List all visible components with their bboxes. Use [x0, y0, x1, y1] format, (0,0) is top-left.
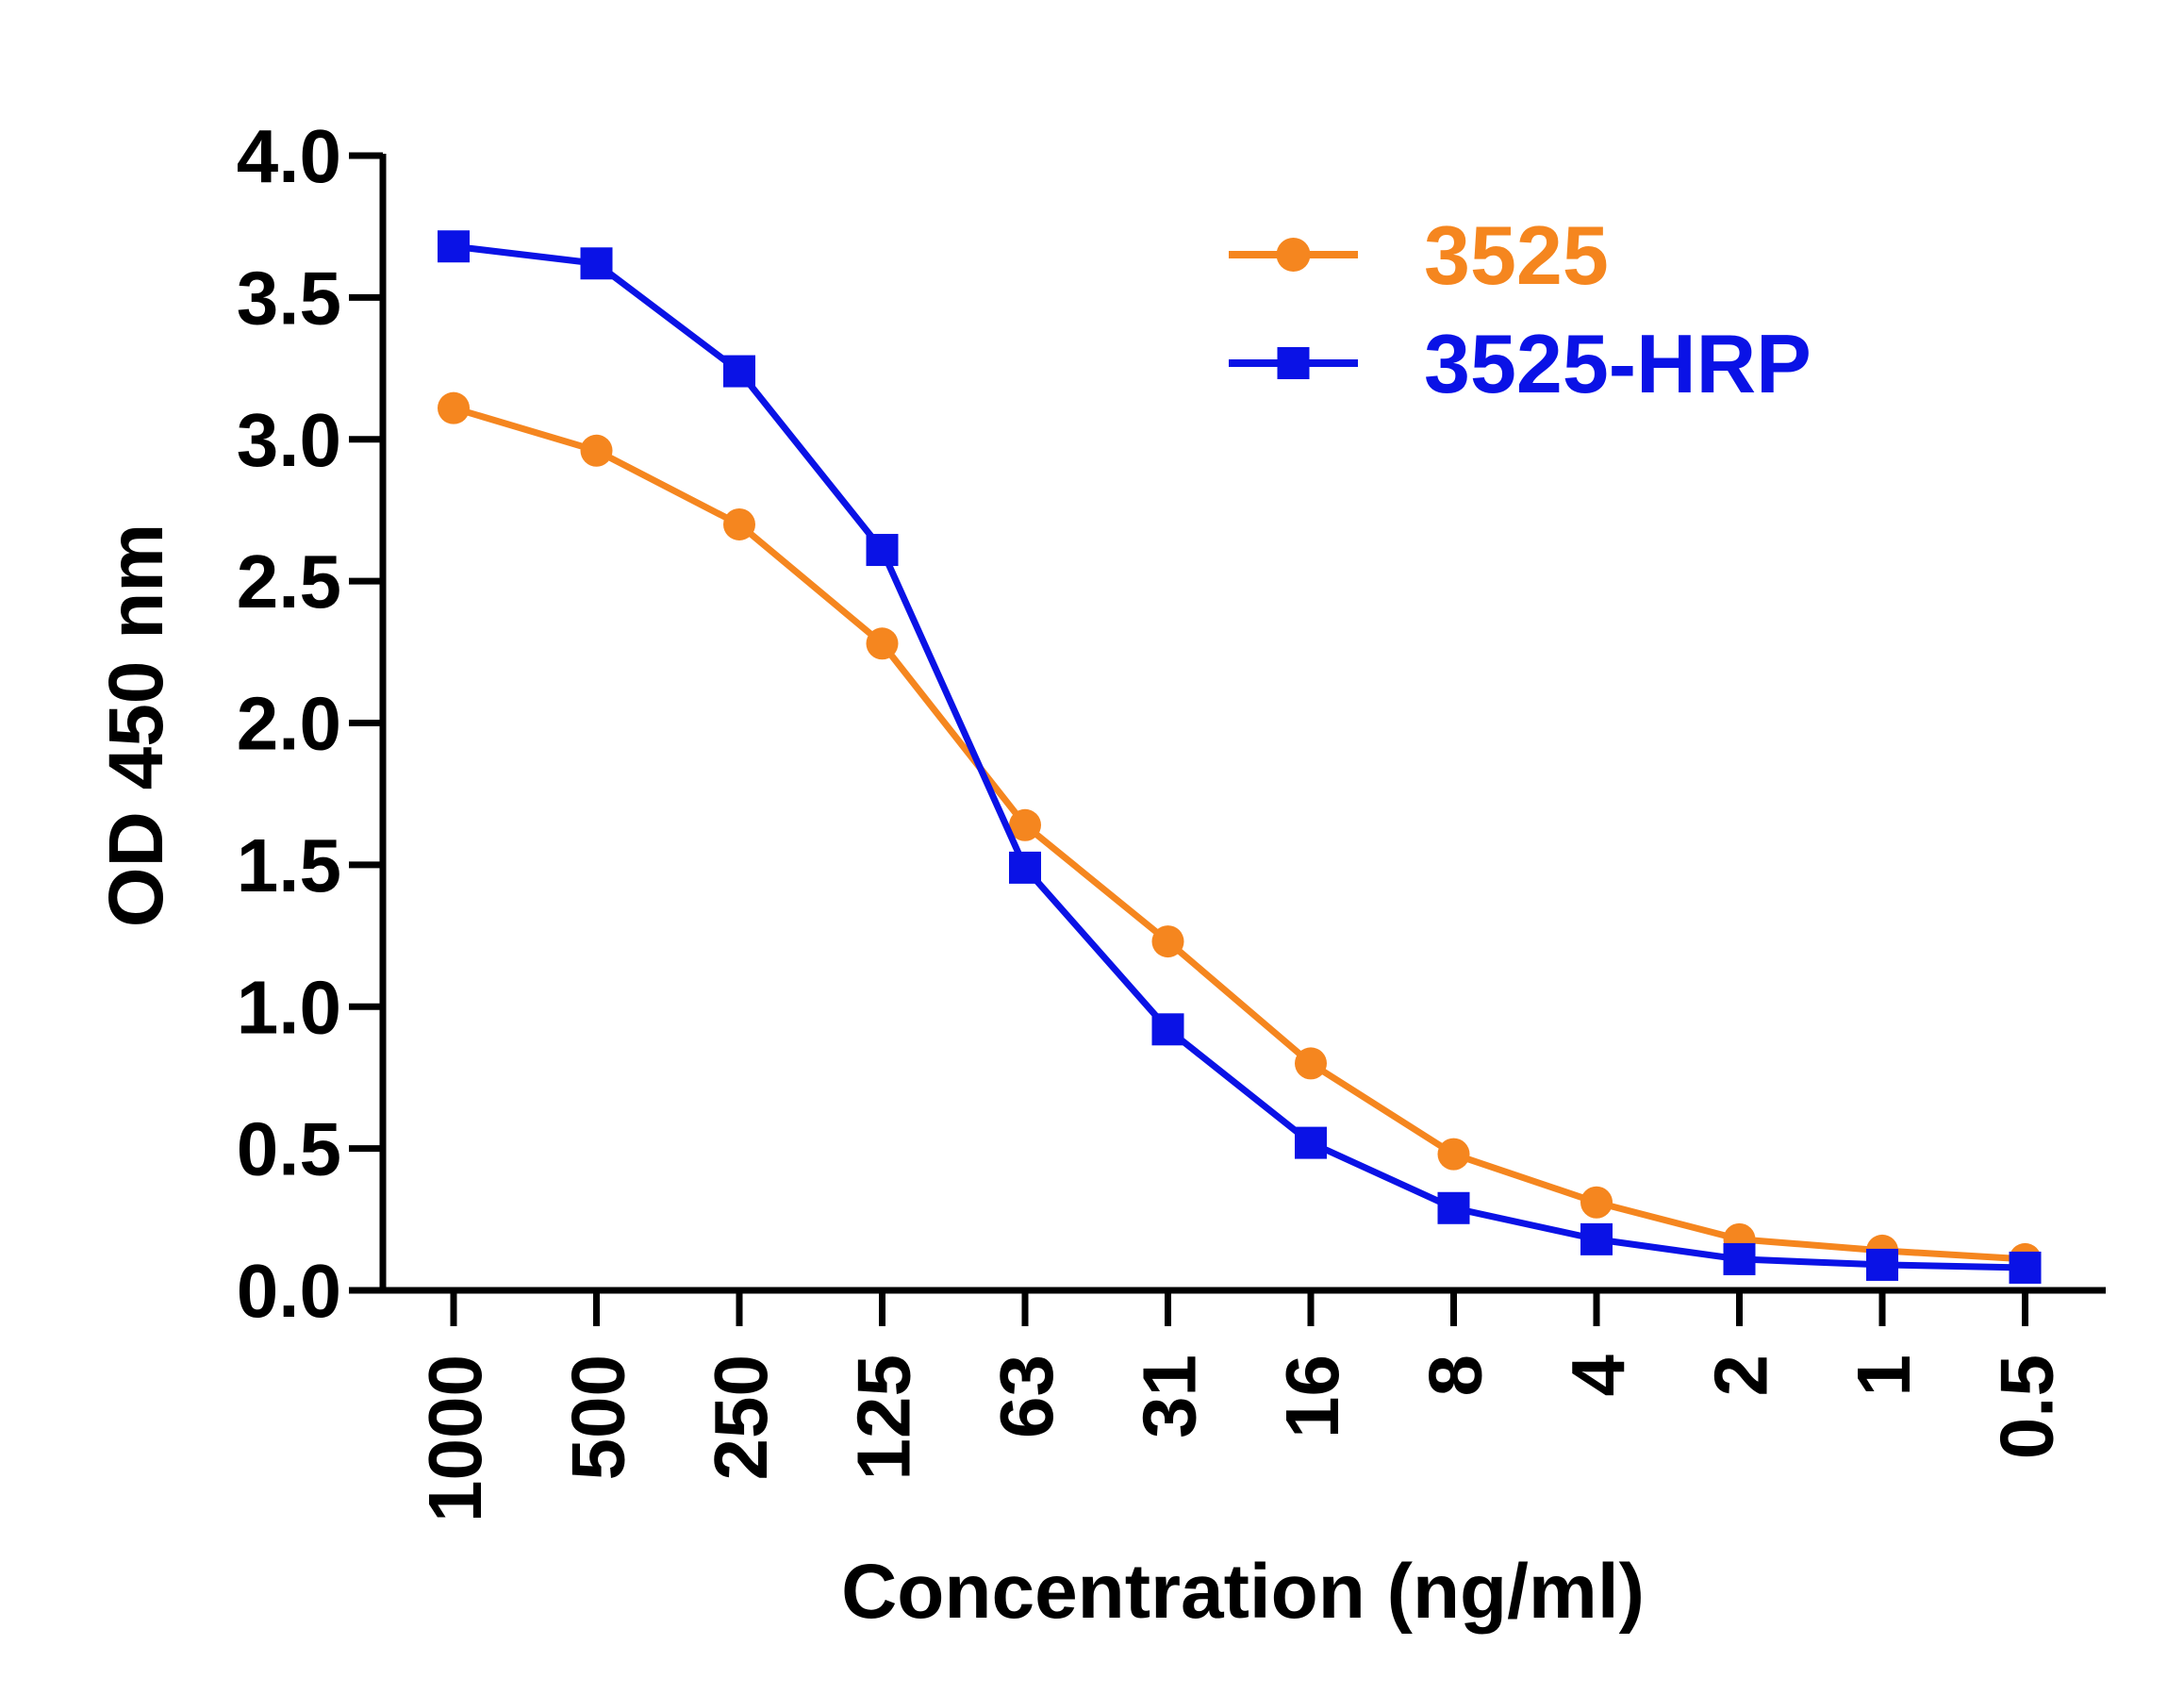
data-point — [438, 391, 470, 424]
series-1 — [438, 391, 2042, 1275]
data-point — [866, 534, 899, 567]
x-tick-label: 250 — [699, 1354, 783, 1480]
x-tick-label: 125 — [842, 1354, 926, 1480]
x-tick-label: 4 — [1556, 1354, 1640, 1397]
legend-marker — [1276, 238, 1311, 272]
axes: 0.0 0.5 1.0 1.5 2.0 2.5 3.0 3.5 4.0 1000 500 250 125… — [237, 114, 2106, 1522]
y-tick-label: 1.5 — [237, 823, 341, 907]
y-tick-label: 4.0 — [237, 114, 341, 198]
data-point — [580, 434, 613, 467]
x-tick-label: 16 — [1270, 1354, 1354, 1438]
x-tick-label: 63 — [984, 1354, 1068, 1438]
y-tick-label: 2.5 — [237, 540, 341, 623]
data-point — [1009, 808, 1041, 841]
series-layer — [438, 230, 2042, 1284]
x-tick-label: 0.5 — [1985, 1354, 2069, 1459]
data-point — [1151, 1013, 1184, 1046]
y-tick-label: 1.0 — [237, 965, 341, 1049]
legend-item-2: 3525-HRP — [1229, 317, 1812, 410]
data-point — [2009, 1251, 2042, 1284]
data-point — [580, 247, 613, 280]
x-tick-label: 2 — [1699, 1354, 1783, 1397]
x-tick-label: 1 — [1842, 1354, 1926, 1397]
data-point — [1295, 1047, 1327, 1080]
legend: 3525 3525-HRP — [1229, 208, 1812, 410]
data-point — [1437, 1191, 1470, 1224]
legend-item-1: 3525 — [1229, 208, 1609, 302]
y-tick-label: 0.0 — [237, 1249, 341, 1333]
x-tick-label: 1000 — [413, 1354, 497, 1522]
y-tick-label: 0.5 — [237, 1107, 341, 1191]
series-line — [453, 405, 2026, 1263]
data-point — [723, 355, 755, 388]
data-point — [866, 627, 899, 660]
data-point — [1723, 1242, 1756, 1275]
data-point — [438, 230, 470, 263]
data-point — [1151, 925, 1184, 958]
x-tick-label: 8 — [1414, 1354, 1497, 1397]
data-point — [1295, 1126, 1327, 1159]
legend-label: 3525 — [1424, 208, 1609, 302]
x-axis-title: Concentration (ng/ml) — [841, 1549, 1645, 1635]
data-point — [1580, 1222, 1613, 1255]
data-point — [1580, 1186, 1613, 1219]
data-point — [1437, 1138, 1470, 1171]
x-tick-label: 500 — [556, 1354, 640, 1480]
series-2 — [438, 230, 2042, 1284]
y-tick-label: 3.0 — [237, 398, 341, 482]
series-line — [453, 242, 2026, 1271]
y-tick-label: 2.0 — [237, 682, 341, 766]
data-point — [723, 507, 755, 540]
legend-marker — [1277, 347, 1310, 379]
data-point — [1866, 1248, 1898, 1281]
data-point — [1009, 851, 1041, 884]
y-axis-title: OD 450 nm — [93, 523, 179, 927]
legend-label: 3525-HRP — [1424, 317, 1812, 410]
x-tick-label: 31 — [1128, 1354, 1212, 1438]
y-tick-label: 3.5 — [237, 256, 341, 340]
